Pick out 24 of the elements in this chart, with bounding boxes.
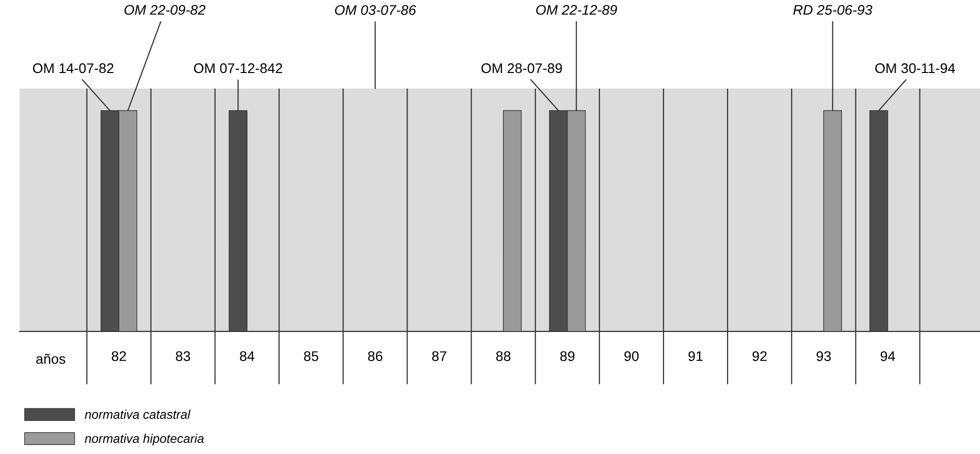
annotation: OM 28-07-89 <box>481 63 562 74</box>
x-axis-title: años <box>36 354 66 364</box>
x-tick-label: 92 <box>752 351 767 362</box>
x-tick-label: 90 <box>624 351 639 362</box>
annotation: OM 14-07-82 <box>32 63 114 74</box>
x-tick-label: 87 <box>432 351 446 362</box>
text: OM 03-07-86 <box>335 5 416 15</box>
text: OM 22-09-82 <box>124 4 206 15</box>
x-tick-label: 82 <box>112 351 126 362</box>
x-tick-label: 93 <box>816 351 831 362</box>
legend-label: normativa catastral <box>84 410 190 419</box>
x-tick-label: 83 <box>176 351 190 362</box>
x-tick-label: 85 <box>304 351 318 362</box>
x-tick-label: 88 <box>496 351 510 362</box>
text: RD 25-06-93 <box>793 4 872 15</box>
x-tick-label: 89 <box>560 351 574 362</box>
x-tick-label: 84 <box>240 351 254 362</box>
annotation: OM 07-12-842 <box>194 63 282 74</box>
x-tick-label: 86 <box>368 351 382 362</box>
text: OM 22-12-89 <box>536 4 617 15</box>
legend-label: normativa hipotecaria <box>84 434 204 446</box>
x-tick-label: 94 <box>880 351 896 362</box>
annotation: OM 30-11-94 <box>875 63 955 74</box>
x-tick-label: 91 <box>688 351 703 362</box>
